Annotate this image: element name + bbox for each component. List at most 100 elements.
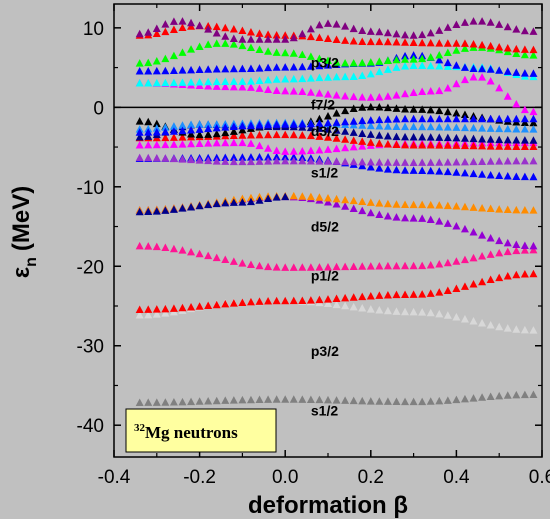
data-point	[401, 122, 410, 131]
data-point	[161, 133, 170, 142]
data-point	[315, 295, 324, 304]
data-point	[315, 263, 324, 271]
y-axis-unit: (MeV)	[8, 186, 35, 251]
data-point	[358, 157, 367, 166]
data-point	[426, 114, 435, 123]
data-point	[135, 29, 144, 38]
data-point	[366, 291, 375, 300]
data-point	[212, 300, 221, 309]
orbital-label: s1/2	[311, 403, 338, 419]
data-point	[529, 125, 538, 133]
data-point	[264, 144, 273, 152]
data-point	[520, 114, 529, 123]
data-point	[520, 26, 529, 35]
data-point	[281, 147, 290, 155]
data-point	[169, 78, 178, 87]
data-point	[169, 122, 178, 130]
data-point	[503, 142, 512, 150]
data-point	[383, 199, 392, 208]
data-point	[229, 257, 238, 265]
data-point	[435, 55, 444, 64]
data-point	[469, 64, 478, 73]
data-point	[366, 163, 375, 171]
data-point	[426, 158, 435, 166]
data-point	[443, 141, 452, 149]
x-axis-title: deformation β	[248, 492, 408, 519]
data-point	[503, 22, 512, 31]
data-point	[315, 146, 324, 154]
data-point	[349, 37, 358, 45]
data-point	[435, 288, 444, 296]
data-point	[238, 259, 247, 267]
data-point	[178, 17, 187, 25]
data-point	[238, 26, 247, 35]
data-point	[238, 138, 247, 147]
data-point	[135, 311, 144, 319]
data-point	[512, 156, 521, 165]
level-series	[135, 17, 538, 43]
axes: -0.4 -0.2 0.0 0.2 0.4 0.6 10 0 -10 -20 -30 -40	[77, 4, 550, 488]
data-point	[486, 234, 495, 242]
data-point	[229, 131, 238, 140]
data-point	[306, 88, 315, 96]
y-axis-subscript: n	[23, 257, 40, 267]
data-point	[478, 157, 487, 165]
y-tick-label: 10	[83, 19, 104, 40]
data-point	[392, 261, 401, 270]
data-point	[358, 396, 367, 405]
data-point	[495, 157, 504, 165]
data-point	[195, 120, 204, 128]
data-point	[460, 39, 469, 47]
data-point	[212, 396, 221, 405]
data-point	[281, 152, 290, 161]
data-point	[341, 106, 350, 115]
data-point	[246, 83, 255, 91]
data-point	[246, 77, 255, 85]
data-point	[443, 219, 452, 227]
data-point	[246, 395, 255, 404]
data-point	[503, 172, 512, 180]
data-point	[426, 397, 435, 405]
data-point	[435, 106, 444, 115]
data-point	[315, 73, 324, 82]
data-point	[401, 200, 410, 208]
data-point	[255, 64, 264, 72]
data-point	[178, 23, 187, 32]
x-tick-label: 0.6	[529, 467, 550, 488]
data-point	[460, 18, 469, 26]
data-point	[195, 65, 204, 74]
data-point	[486, 250, 495, 258]
data-point	[520, 206, 529, 214]
data-point	[169, 140, 178, 148]
data-point	[409, 88, 418, 97]
data-point	[409, 114, 418, 123]
data-point	[135, 305, 144, 313]
data-point	[512, 172, 521, 180]
data-point	[460, 157, 469, 166]
data-point	[503, 44, 512, 52]
data-point	[409, 55, 418, 63]
data-point	[443, 114, 452, 123]
data-point	[495, 391, 504, 400]
data-point	[375, 57, 384, 65]
data-point	[298, 29, 307, 38]
data-point	[281, 75, 290, 83]
data-point	[529, 241, 538, 250]
data-point	[221, 64, 230, 73]
data-point	[221, 153, 230, 161]
data-point	[324, 133, 332, 141]
data-point	[520, 325, 529, 334]
data-point	[341, 143, 350, 152]
data-point	[418, 200, 427, 209]
data-point	[486, 77, 495, 85]
data-point	[229, 40, 238, 48]
data-point	[264, 120, 273, 129]
data-point	[315, 157, 324, 165]
data-point	[469, 316, 478, 325]
data-point	[495, 66, 504, 74]
data-point	[298, 156, 307, 165]
data-point	[392, 37, 401, 46]
data-point	[281, 296, 290, 305]
data-point	[383, 115, 392, 123]
data-point	[298, 296, 307, 304]
